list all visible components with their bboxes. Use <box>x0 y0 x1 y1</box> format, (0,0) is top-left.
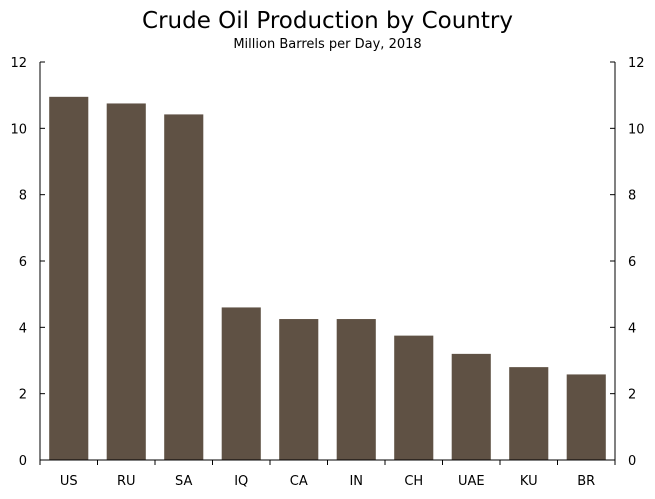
bar-uae <box>451 353 491 460</box>
bar-sa <box>164 114 204 461</box>
y-tick-label-left: 4 <box>19 321 27 336</box>
bars-group <box>49 96 606 461</box>
x-tick-label-br: BR <box>577 474 595 489</box>
x-tick-label-ru: RU <box>117 474 136 489</box>
labels-group: 0 0 2 2 4 4 6 6 8 8 10 10 12 12 US RU SA IQ CA IN CH UAE KU BR <box>10 56 644 489</box>
axes-group <box>39 61 616 465</box>
y-tick-label-right: 10 <box>628 122 645 137</box>
y-tick-label-left: 8 <box>19 189 27 204</box>
bar-ch <box>394 335 434 460</box>
x-tick-label-ch: CH <box>404 474 423 489</box>
y-tick-label-left: 12 <box>10 56 27 71</box>
x-tick-label-ca: CA <box>290 474 308 489</box>
bar-in <box>336 319 376 460</box>
bar-ca <box>279 319 319 460</box>
y-tick-label-right: 4 <box>628 321 636 336</box>
chart-title: Crude Oil Production by Country <box>142 8 513 34</box>
x-tick-label-us: US <box>60 474 78 489</box>
x-tick-label-sa: SA <box>175 474 192 489</box>
y-tick-label-right: 6 <box>628 255 636 270</box>
y-tick-label-left: 6 <box>19 255 27 270</box>
y-tick-label-right: 8 <box>628 189 636 204</box>
bar-ru <box>106 103 146 460</box>
y-tick-label-right: 2 <box>628 388 636 403</box>
x-tick-label-ku: KU <box>520 474 538 489</box>
bar-br <box>566 374 606 460</box>
y-tick-label-left: 10 <box>10 122 27 137</box>
bar-iq <box>221 307 261 460</box>
y-tick-label-right: 12 <box>628 56 645 71</box>
bar-ku <box>509 367 549 460</box>
x-tick-label-iq: IQ <box>234 474 248 489</box>
y-tick-label-left: 0 <box>19 454 27 469</box>
x-tick-label-in: IN <box>349 474 363 489</box>
y-tick-label-right: 0 <box>628 454 636 469</box>
chart-subtitle: Million Barrels per Day, 2018 <box>233 37 422 52</box>
bar-us <box>49 96 89 460</box>
y-tick-label-left: 2 <box>19 388 27 403</box>
x-tick-label-uae: UAE <box>458 474 485 489</box>
